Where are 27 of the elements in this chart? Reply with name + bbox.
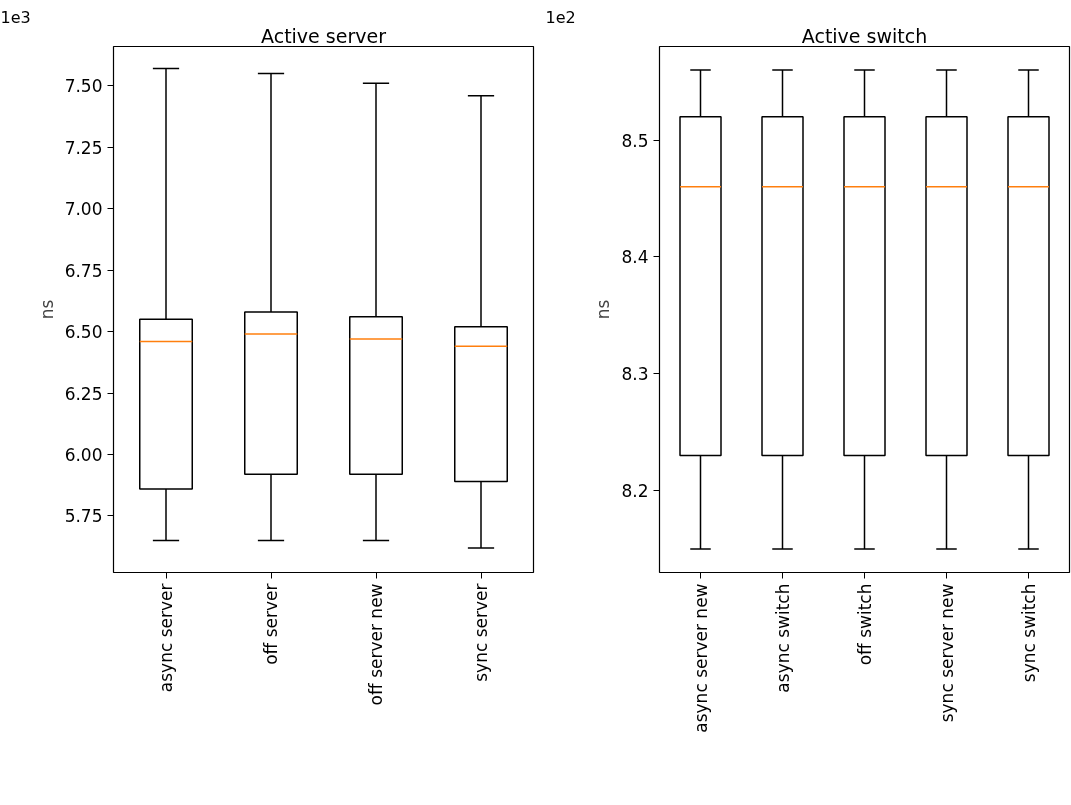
y-tick-label: 8.2: [621, 481, 649, 502]
x-tick-label: off server new: [366, 583, 386, 706]
y-tick-label: 5.75: [64, 506, 103, 527]
text: 1e2: [545, 7, 576, 27]
chart-title: Active server: [261, 24, 387, 47]
y-tick-label: 7.25: [64, 137, 103, 158]
y-tick-label: 7.00: [64, 199, 103, 220]
x-tick-label: off server: [261, 583, 281, 665]
text: 1e3: [0, 7, 31, 27]
x-tick-label: async switch: [772, 583, 793, 693]
x-tick-label: async server new: [690, 583, 711, 733]
x-tick-label: sync server: [471, 583, 491, 682]
x-tick-label: sync server new: [936, 583, 957, 723]
x-tick-label: sync switch: [1018, 583, 1039, 683]
x-tick-label: off switch: [854, 583, 875, 666]
x-tick-label: async server: [156, 583, 176, 693]
y-tick-label: 6.50: [64, 322, 103, 343]
chart-title: Active switch: [801, 24, 928, 47]
y-axis-title: ns: [593, 299, 614, 320]
y-tick-label: 6.25: [64, 383, 103, 404]
y-tick-label: 6.00: [64, 445, 103, 466]
y-tick-label: 8.4: [621, 247, 649, 268]
y-tick-label: 8.5: [621, 130, 649, 151]
y-tick-label: 8.3: [621, 364, 649, 385]
y-axis-title: ns: [36, 299, 57, 320]
y-tick-label: 6.75: [64, 260, 103, 281]
y-tick-label: 7.50: [64, 76, 103, 97]
